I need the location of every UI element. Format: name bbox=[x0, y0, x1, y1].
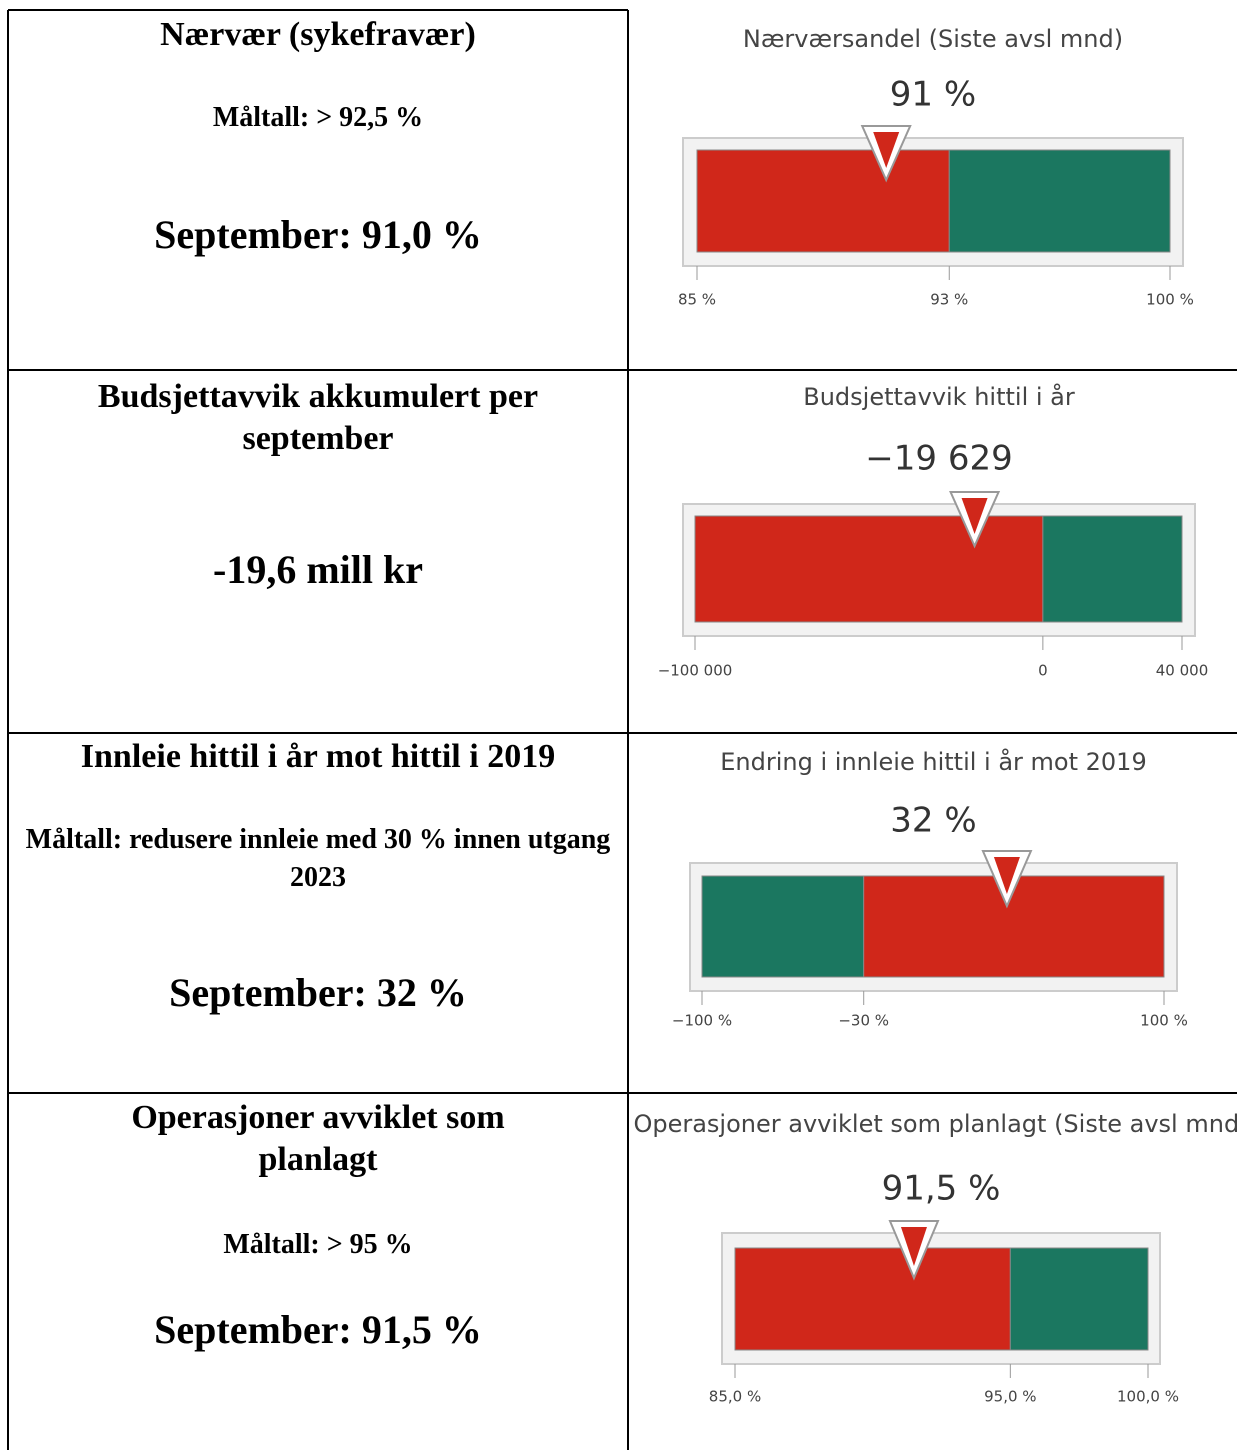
value-marker-inner bbox=[900, 1227, 927, 1266]
target: Måltall: redusere innleie med 30 % innen… bbox=[25, 824, 611, 893]
tick-label: 100 % bbox=[1140, 1012, 1188, 1030]
tick-label: 85,0 % bbox=[709, 1388, 761, 1406]
gauge-band bbox=[1009, 1247, 1149, 1351]
gauge-title: Endring i innleie hittil i år mot 2019 bbox=[720, 747, 1146, 776]
tick-label: 95,0 % bbox=[984, 1388, 1036, 1406]
tick-label: −100 % bbox=[672, 1012, 732, 1030]
heading: Operasjoner avviklet som planlagt bbox=[131, 1099, 505, 1178]
gauge-value-label: 32 % bbox=[890, 801, 976, 841]
tick-label: 85 % bbox=[678, 291, 716, 309]
heading: Innleie hittil i år mot hittil i 2019 bbox=[80, 738, 556, 775]
value-marker-inner bbox=[993, 857, 1020, 894]
gauge-value-label: 91 % bbox=[890, 75, 976, 115]
tick-label: −30 % bbox=[838, 1012, 889, 1030]
gauge-band bbox=[863, 875, 1165, 978]
gauge-band bbox=[696, 149, 950, 253]
tick-label: 93 % bbox=[930, 291, 968, 309]
target: Måltall: > 92,5 % bbox=[212, 102, 424, 133]
gauge-title: Operasjoner avviklet som planlagt (Siste… bbox=[633, 1110, 1237, 1138]
status: September: 32 % bbox=[169, 970, 467, 1015]
status: September: 91,5 % bbox=[154, 1307, 482, 1352]
value-marker-inner bbox=[873, 132, 900, 168]
table-borders bbox=[7, 9, 1237, 1450]
gauge-band bbox=[1042, 515, 1183, 623]
tick-label: 100 % bbox=[1146, 291, 1194, 309]
gauge-title: Budsjettavvik hittil i år bbox=[803, 382, 1075, 411]
gauge-value-label: 91,5 % bbox=[882, 1169, 1001, 1209]
heading: Nærvær (sykefravær) bbox=[160, 16, 476, 53]
tick-label: 40 000 bbox=[1156, 662, 1209, 680]
value-marker-inner bbox=[961, 498, 988, 534]
status: -19,6 mill kr bbox=[213, 547, 423, 592]
status: September: 91,0 % bbox=[154, 212, 482, 257]
tick-label: −100 000 bbox=[658, 662, 733, 680]
tick-label: 100,0 % bbox=[1117, 1388, 1179, 1406]
gauge-band bbox=[948, 149, 1171, 253]
gauge-band bbox=[694, 515, 1044, 623]
gauge-band bbox=[701, 875, 865, 978]
tick-label: 0 bbox=[1038, 662, 1048, 680]
gauge-title: Nærværsandel (Siste avsl mnd) bbox=[743, 25, 1123, 53]
gauge-value-label: −19 629 bbox=[865, 439, 1012, 479]
heading: Budsjettavvik akkumulert per september bbox=[97, 378, 539, 457]
target: Måltall: > 95 % bbox=[223, 1229, 413, 1260]
gauge-band bbox=[734, 1247, 1011, 1351]
